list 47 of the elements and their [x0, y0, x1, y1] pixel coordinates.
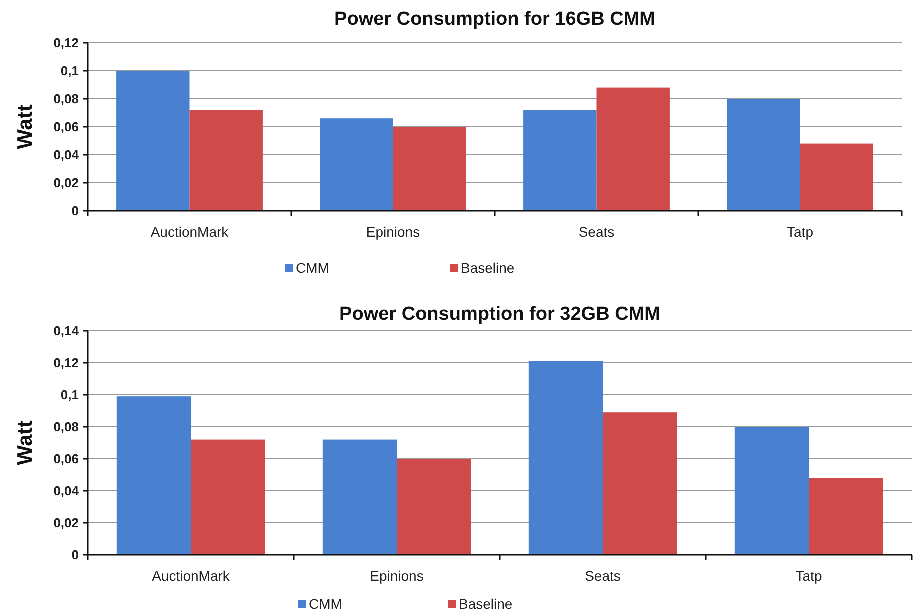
bar [528, 361, 603, 555]
y-tick-label: 0,14 [54, 324, 80, 339]
bar [524, 110, 597, 211]
legend-label: CMM [309, 596, 342, 612]
x-tick-label: AuctionMark [152, 568, 231, 584]
y-tick-label: 0 [72, 548, 79, 563]
y-tick-label: 0,12 [54, 356, 79, 371]
legend-label: Baseline [459, 596, 513, 612]
bar [393, 127, 466, 211]
y-tick-label: 0,04 [54, 484, 80, 499]
bar [727, 99, 800, 211]
y-tick-label: 0,04 [54, 148, 80, 163]
bar [603, 412, 678, 555]
y-tick-label: 0,1 [60, 64, 79, 79]
y-tick-label: 0 [72, 204, 79, 219]
legend-label: Baseline [461, 260, 515, 276]
y-tick-label: 0,12 [54, 36, 79, 51]
y-tick-label: 0,06 [54, 120, 79, 135]
y-tick-label: 0,08 [54, 420, 79, 435]
legend-label: CMM [296, 260, 330, 276]
y-tick-label: 0,02 [54, 176, 79, 191]
x-tick-label: Epinions [366, 224, 420, 240]
bar [322, 440, 397, 555]
y-tick-label: 0,1 [60, 388, 79, 403]
x-tick-label: Tatp [796, 568, 822, 584]
y-axis-title: Watt [14, 104, 37, 150]
y-tick-label: 0,08 [54, 92, 79, 107]
y-tick-label: 0,02 [54, 516, 79, 531]
bar [800, 144, 874, 211]
x-tick-label: Tatp [787, 224, 814, 240]
x-tick-label: Seats [585, 568, 621, 584]
y-tick-label: 0,06 [54, 452, 79, 467]
bar [190, 110, 263, 211]
bar [397, 459, 472, 555]
bar [191, 440, 266, 555]
bar [734, 427, 809, 555]
bar [116, 71, 190, 211]
chart-title: Power Consumption for 16GB CMM [334, 9, 656, 30]
bar [320, 118, 394, 211]
bar [596, 88, 670, 211]
x-tick-label: Epinions [370, 568, 424, 584]
x-tick-label: Seats [578, 224, 615, 240]
bar [116, 396, 191, 555]
x-tick-label: AuctionMark [150, 224, 230, 240]
y-axis-title: Watt [14, 420, 37, 466]
bar [809, 478, 884, 555]
chart-title: Power Consumption for 32GB CMM [340, 304, 660, 325]
